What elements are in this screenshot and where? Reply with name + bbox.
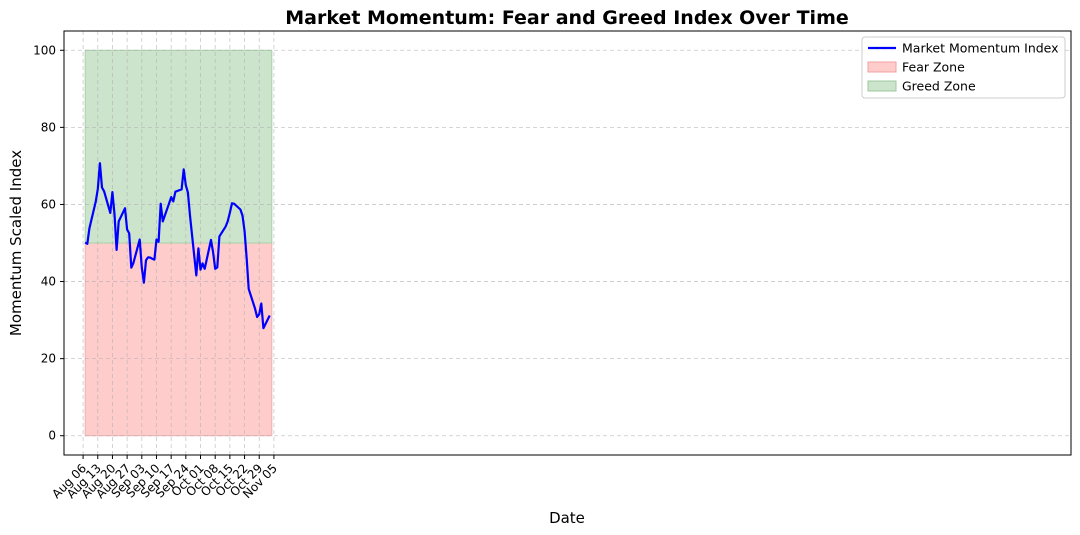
y-tick-label: 80 <box>41 120 56 134</box>
zone-greed <box>84 49 273 244</box>
series-line-market-momentum <box>84 162 271 330</box>
legend[interactable]: Market Momentum Index Fear Zone Greed Zone <box>861 36 1066 99</box>
legend-label[interactable]: Greed Zone <box>902 79 976 94</box>
y-tick-label: 0 <box>48 429 56 443</box>
y-tick-label: 100 <box>33 43 56 57</box>
legend-box <box>861 36 1066 99</box>
chart-title: Market Momentum: Fear and Greed Index Ov… <box>285 7 849 29</box>
plot-frame <box>63 30 1072 456</box>
zone-fear <box>84 242 273 437</box>
series-layer <box>84 162 271 330</box>
legend-label[interactable]: Market Momentum Index <box>902 41 1059 56</box>
y-axis-label: Momentum Scaled Index <box>7 150 25 336</box>
zones-layer <box>84 49 273 437</box>
y-axis: 0 20 40 60 80 100 <box>33 43 64 443</box>
x-axis-label: Date <box>549 509 585 527</box>
y-tick-label: 40 <box>41 275 56 289</box>
legend-swatch-patch <box>867 61 897 73</box>
legend-swatch-patch <box>867 80 897 92</box>
legend-label[interactable]: Fear Zone <box>902 60 965 75</box>
y-tick-label: 20 <box>41 352 56 366</box>
y-tick-label: 60 <box>41 197 56 211</box>
